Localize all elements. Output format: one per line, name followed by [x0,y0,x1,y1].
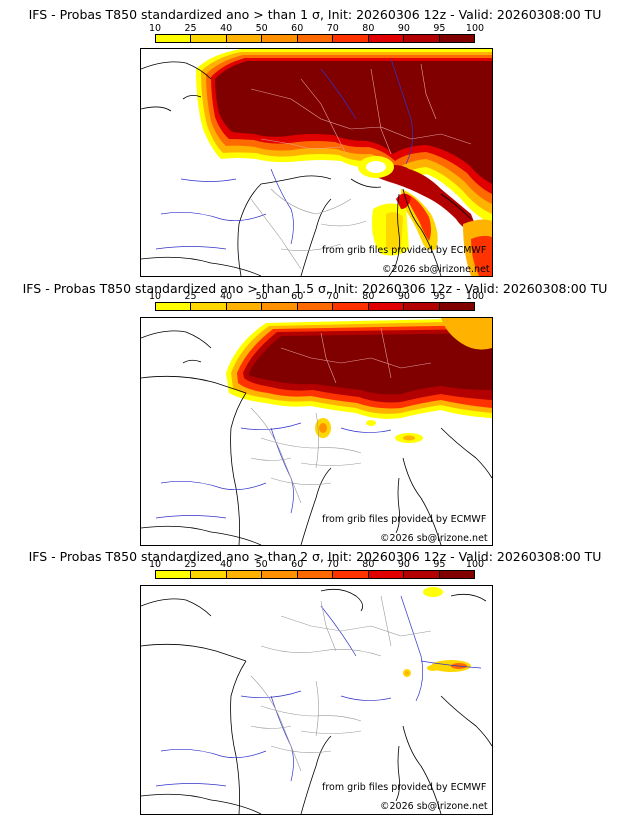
coastlines [141,588,492,814]
panel-3-map [140,585,493,815]
legend-tick-label: 90 [397,291,410,302]
probability-field [196,49,492,276]
legend-tick-label: 100 [465,23,485,34]
legend-tick-label: 25 [184,559,197,570]
legend-color-swatch [297,571,334,578]
legend-tick-label: 70 [326,291,339,302]
rivers [155,58,413,250]
legend-color-swatch [226,35,263,42]
panel-1-title: IFS - Probas T850 standardized ano > tha… [28,7,602,22]
borders [250,595,432,772]
legend-tick-label: 50 [255,23,268,34]
legend-color-swatch [333,303,369,310]
legend-color-swatch [156,35,192,42]
legend-color-bar [155,570,475,579]
legend-tick-label: 80 [362,23,375,34]
legend-tick-label: 70 [326,23,339,34]
legend-tick-label: 40 [220,23,233,34]
borders [250,407,362,504]
legend-color-swatch [333,571,369,578]
country-borders [280,327,432,384]
coastlines [141,330,492,545]
legend-color-swatch [191,303,227,310]
panel-1-source: from grib files provided by ECMWF [322,245,487,256]
legend-tick-label: 10 [148,291,162,302]
legend-color-swatch [262,571,298,578]
panel-1-copyright: ©2026 sb@irizone.net [382,264,490,275]
legend-ticks: 10 25 40 50 60 70 80 90 95 100 [149,23,484,34]
borders [250,188,367,270]
legend-ticks: 10 25 40 50 60 70 80 90 95 100 [149,559,484,570]
legend-tick-label: 90 [397,559,410,570]
legend-color-swatch [439,571,474,578]
legend-color-swatch [226,571,263,578]
legend-color-swatch [404,303,440,310]
legend-tick-label: 95 [433,559,446,570]
panel-2-map [140,317,493,546]
legend-tick-label: 100 [465,559,485,570]
legend-tick-label: 40 [220,291,233,302]
panel-1-legend: 10 25 40 50 60 70 80 90 95 100 [149,23,484,47]
legend-tick-label: 50 [255,291,268,302]
country-borders [250,63,472,155]
legend-tick-label: 25 [184,23,197,34]
legend-color-swatch [226,303,263,310]
legend-color-swatch [156,303,192,310]
legend-tick-label: 40 [220,559,233,570]
panel-3-source: from grib files provided by ECMWF [322,782,487,793]
legend-color-swatch [404,35,440,42]
panel-3-title: IFS - Probas T850 standardized ano > tha… [28,549,602,564]
legend-color-swatch [404,571,440,578]
legend-color-swatch [333,35,369,42]
legend-color-swatch [368,35,405,42]
legend-color-swatch [439,35,474,42]
panel-1-map [140,48,493,277]
legend-tick-label: 10 [148,23,162,34]
legend-tick-label: 10 [148,559,162,570]
legend-color-bar [155,34,475,43]
legend-tick-label: 80 [362,559,375,570]
legend-tick-label: 60 [291,23,304,34]
legend-tick-label: 90 [397,23,410,34]
legend-color-swatch [156,571,192,578]
probability-map-3 [141,587,492,814]
legend-tick-label: 80 [362,291,375,302]
legend-tick-label: 95 [433,291,446,302]
panel-3-legend: 10 25 40 50 60 70 80 90 95 100 [149,559,484,583]
legend-color-bar [155,302,475,311]
panel-2-title: IFS - Probas T850 standardized ano > tha… [22,281,608,296]
legend-color-swatch [191,35,227,42]
legend-color-swatch [262,35,298,42]
panel-2-copyright: ©2026 sb@irizone.net [380,533,488,544]
panel-2-source: from grib files provided by ECMWF [322,514,487,525]
legend-tick-label: 50 [255,559,268,570]
probability-field [226,318,492,443]
legend-tick-label: 60 [291,559,304,570]
panel-3-copyright: ©2026 sb@irizone.net [380,801,488,812]
legend-tick-label: 60 [291,291,304,302]
legend-color-swatch [368,303,405,310]
legend-tick-label: 70 [326,559,339,570]
legend-color-swatch [191,571,227,578]
legend-color-swatch [368,571,405,578]
probability-map-1 [141,49,492,276]
legend-ticks: 10 25 40 50 60 70 80 90 95 100 [149,291,484,302]
legend-color-swatch [439,303,474,310]
legend-color-swatch [297,303,334,310]
legend-tick-label: 100 [465,291,485,302]
legend-color-swatch [297,35,334,42]
panel-2-legend: 10 25 40 50 60 70 80 90 95 100 [149,291,484,315]
legend-tick-label: 95 [433,23,446,34]
probability-map-2 [141,318,492,545]
probability-field [403,587,471,677]
coastlines [141,61,472,276]
legend-tick-label: 25 [184,291,197,302]
legend-color-swatch [262,303,298,310]
